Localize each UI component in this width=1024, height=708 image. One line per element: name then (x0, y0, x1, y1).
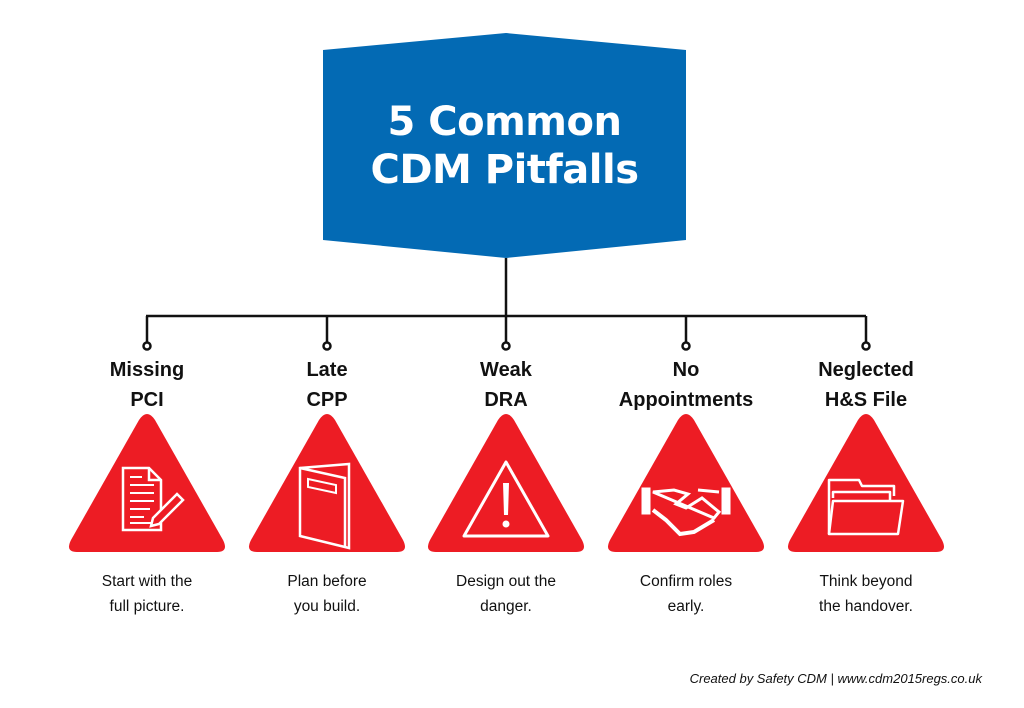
warning-triangle-1 (69, 414, 225, 552)
document-pencil-icon (121, 466, 185, 532)
handshake-icon (641, 487, 731, 537)
footer-credit: Created by Safety CDM | www.cdm2015regs.… (689, 671, 982, 686)
pitfall-title-1: Missing PCI (109, 359, 185, 411)
warning-triangle-2 (249, 414, 405, 552)
title-banner (323, 33, 686, 258)
pitfall-title-4: No Appointments (618, 359, 754, 411)
pitfall-caption-4: Confirm roles early. (639, 573, 733, 615)
pitfall-title-2: Late CPP (306, 359, 348, 411)
pitfall-title-5: Neglected H&S File (818, 359, 914, 411)
pitfall-caption-3: Design out the danger. (456, 573, 556, 615)
warning-triangle-5 (788, 414, 944, 552)
connector-tree (142, 258, 871, 351)
pitfall-caption-2: Plan before you build. (287, 573, 367, 615)
folder-icon (827, 478, 905, 536)
pitfall-caption-1: Start with the full picture. (101, 573, 193, 615)
title-line-2: CDM Pitfalls (370, 147, 639, 193)
warning-triangle-4 (608, 414, 764, 552)
warning-triangle-3 (428, 414, 584, 552)
warning-exclamation-icon (462, 460, 550, 538)
pitfall-caption-5: Think beyond the handover. (819, 573, 913, 615)
title-line-1: 5 Common (387, 99, 622, 145)
booklet-icon (298, 462, 351, 550)
page-title: 5 Common CDM Pitfalls (323, 98, 686, 194)
pitfall-title-3: Weak DRA (480, 359, 532, 411)
